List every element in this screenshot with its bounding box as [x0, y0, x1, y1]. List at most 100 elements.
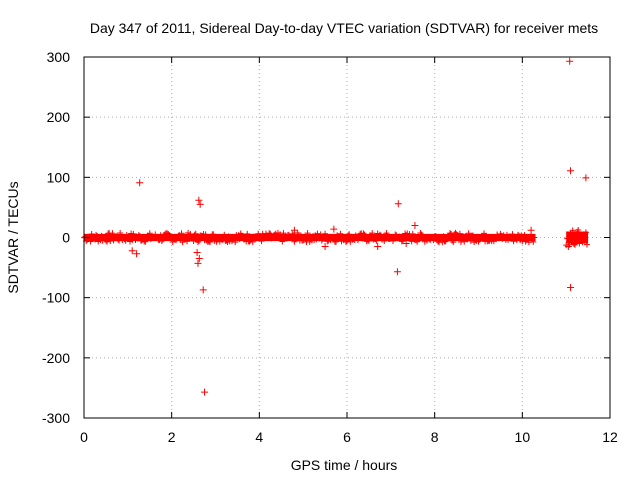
data-point-16 [411, 221, 419, 229]
band-point-0-198 [297, 232, 304, 239]
band-point-0-99 [189, 234, 196, 241]
band-point-0-193 [292, 235, 299, 242]
data-point-8 [199, 286, 207, 294]
band-point-0-7 [88, 230, 95, 237]
band-point-0-30 [113, 232, 120, 239]
x-axis-label: GPS time / hours [291, 457, 398, 473]
data-point-5 [193, 249, 201, 257]
band-point-0-72 [159, 236, 166, 243]
band-point-0-256 [361, 231, 368, 238]
band-point-0-94 [184, 238, 191, 245]
y-tick-label-5: 200 [47, 109, 71, 125]
band-point-0-6 [87, 238, 94, 245]
band-point-0-202 [302, 236, 309, 243]
band-point-1-18 [582, 229, 589, 236]
band-point-0-33 [117, 229, 124, 236]
band-point-0-169 [266, 230, 273, 237]
band-point-0-162 [258, 238, 265, 245]
band-point-0-300 [409, 230, 416, 237]
band-point-0-306 [416, 235, 423, 242]
band-point-0-252 [357, 230, 364, 237]
band-point-0-79 [167, 233, 174, 240]
x-tick-label-1: 2 [168, 429, 176, 445]
band-point-0-401 [520, 234, 527, 241]
data-band [81, 226, 590, 249]
band-point-0-170 [267, 230, 274, 237]
y-tick-label-2: -100 [42, 290, 70, 306]
band-point-0-85 [174, 235, 181, 242]
data-point-12 [330, 225, 338, 233]
band-point-0-65 [152, 231, 159, 238]
band-point-0-240 [344, 237, 350, 244]
data-point-21 [582, 174, 590, 182]
band-point-0-45 [130, 230, 137, 237]
band-point-0-19 [101, 234, 108, 241]
band-point-1-5 [568, 237, 575, 244]
band-point-0-343 [456, 230, 463, 237]
band-point-0-101 [191, 231, 198, 238]
band-point-0-11 [93, 231, 100, 238]
data-point-10 [290, 226, 298, 234]
band-point-0-233 [336, 233, 343, 240]
band-point-0-104 [194, 238, 201, 245]
band-point-0-241 [345, 232, 352, 239]
y-tick-label-4: 100 [47, 169, 71, 185]
band-point-0-319 [430, 237, 437, 244]
band-point-0-263 [369, 230, 376, 237]
band-point-0-56 [142, 238, 149, 245]
x-tick-label-5: 10 [515, 429, 531, 445]
band-point-0-97 [187, 231, 194, 238]
band-point-0-90 [179, 239, 186, 246]
band-point-0-147 [242, 235, 249, 242]
band-point-0-259 [364, 237, 371, 244]
band-point-0-334 [447, 230, 454, 237]
x-tick-label-6: 12 [602, 429, 618, 445]
band-point-1-17 [581, 237, 588, 244]
band-point-0-270 [376, 231, 383, 238]
band-point-0-204 [304, 230, 311, 237]
band-point-0-114 [205, 238, 212, 245]
data-point-17 [402, 240, 410, 248]
data-point-0 [136, 179, 144, 187]
band-point-0-50 [135, 232, 142, 239]
band-point-0-192 [291, 238, 298, 245]
band-point-0-220 [322, 230, 329, 237]
band-point-0-402 [521, 232, 528, 239]
data-point-1 [128, 247, 136, 255]
data-point-14 [394, 200, 402, 208]
band-point-0-250 [354, 237, 361, 244]
band-point-0-391 [509, 231, 516, 238]
band-point-0-20 [102, 237, 109, 244]
band-point-0-161 [257, 235, 264, 242]
band-point-0-81 [169, 238, 176, 245]
band-point-0-111 [202, 231, 209, 238]
band-point-0-149 [244, 230, 251, 237]
chart-title: Day 347 of 2011, Sidereal Day-to-day VTE… [90, 20, 598, 36]
band-point-0-4 [85, 235, 92, 242]
band-point-1-13 [577, 234, 584, 241]
band-point-0-337 [450, 239, 457, 246]
data-point-19 [566, 57, 574, 65]
data-point-7 [194, 259, 202, 267]
band-point-1-9 [573, 239, 580, 246]
band-point-0-188 [287, 234, 294, 241]
data-point-23 [564, 243, 572, 251]
band-point-0-115 [207, 238, 214, 245]
band-point-0-60 [146, 230, 153, 237]
band-point-0-246 [350, 235, 357, 242]
band-point-0-160 [256, 234, 263, 241]
band-point-0-144 [238, 232, 245, 239]
band-point-0-10 [91, 236, 98, 243]
band-point-0-292 [400, 235, 407, 242]
band-point-0-276 [383, 230, 390, 237]
band-point-0-179 [277, 231, 284, 238]
data-point-18 [527, 226, 535, 234]
band-point-0-39 [123, 231, 130, 238]
band-point-0-41 [125, 235, 132, 242]
band-point-1-11 [575, 226, 582, 233]
band-point-0-187 [285, 231, 292, 238]
band-point-1-4 [567, 230, 574, 237]
x-tick-label-4: 8 [431, 429, 439, 445]
data-point-13 [374, 243, 382, 251]
